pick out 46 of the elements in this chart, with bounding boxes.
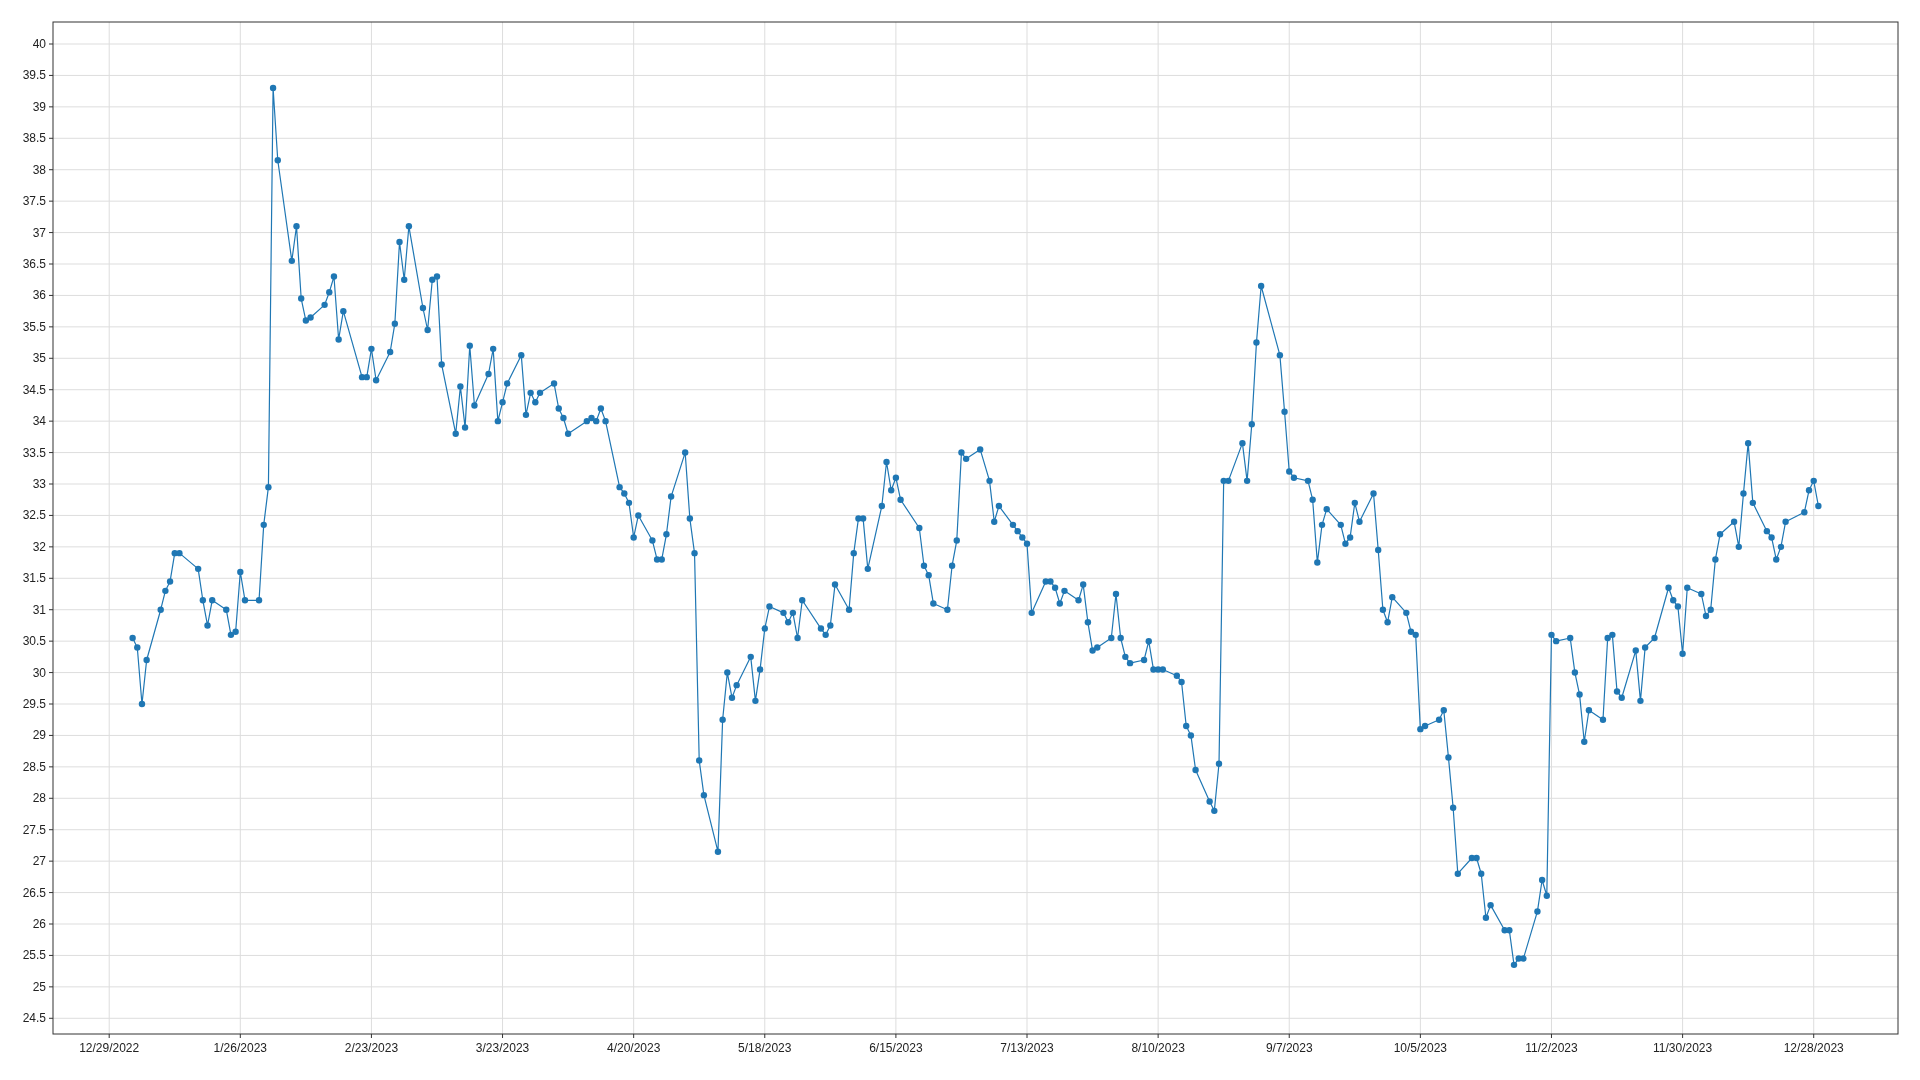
y-tick-label: 39	[32, 99, 47, 114]
y-tick-label: 36	[32, 288, 47, 303]
x-tick-label: 10/5/2023	[1393, 1041, 1448, 1055]
y-tick-label: 33.5	[22, 445, 47, 460]
y-tick-label: 31.5	[22, 571, 47, 586]
y-tick-label: 30.5	[22, 634, 47, 649]
y-tick-label: 38	[32, 162, 47, 177]
y-tick-label: 25	[32, 979, 47, 994]
y-tick-label: 33	[32, 477, 47, 491]
y-tick-label: 35.5	[22, 319, 47, 334]
y-tick-label: 29.5	[22, 697, 47, 711]
y-tick-label: 26	[32, 917, 47, 931]
x-tick-label: 8/10/2023	[1131, 1041, 1186, 1055]
x-tick-label: 9/7/2023	[1265, 1041, 1313, 1055]
x-tick-label: 12/29/2022	[79, 1041, 140, 1055]
y-tick-label: 37.5	[22, 194, 47, 209]
y-tick-label: 26.5	[22, 885, 47, 900]
y-tick-label: 28.5	[22, 759, 47, 774]
y-tick-label: 34.5	[22, 382, 47, 397]
y-tick-label: 36.5	[22, 257, 47, 271]
x-tick-label: 5/18/2023	[738, 1041, 792, 1055]
y-tick-label: 35	[32, 351, 47, 366]
x-tick-label: 11/30/2023	[1653, 1041, 1713, 1055]
x-tick-label: 7/13/2023	[1000, 1041, 1055, 1055]
y-tick-label: 32	[32, 539, 47, 554]
y-tick-label: 24.5	[22, 1011, 47, 1026]
y-tick-label: 32.5	[22, 508, 47, 523]
x-tick-label: 12/28/2023	[1783, 1041, 1845, 1055]
y-tick-label: 38.5	[22, 131, 47, 146]
x-tick-label: 3/23/2023	[475, 1041, 530, 1055]
y-tick-label: 29	[32, 728, 47, 743]
y-tick-label: 31	[32, 602, 47, 617]
x-tick-label: 4/20/2023	[606, 1041, 661, 1055]
y-tick-label: 25.5	[22, 948, 47, 963]
x-tick-label: 6/15/2023	[869, 1041, 923, 1055]
y-tick-label: 27	[32, 854, 47, 869]
y-tick-label: 27.5	[22, 822, 47, 837]
y-tick-label: 39.5	[22, 68, 47, 83]
x-tick-label: 11/2/2023	[1525, 1041, 1579, 1055]
x-tick-label: 2/23/2023	[344, 1041, 399, 1055]
y-tick-label: 28	[32, 791, 47, 806]
y-tick-label: 40	[32, 37, 47, 51]
y-tick-label: 34	[32, 414, 47, 429]
y-tick-label: 37	[32, 225, 47, 240]
y-tick-label: 30	[32, 665, 47, 680]
x-tick-label: 1/26/2023	[213, 1041, 268, 1055]
